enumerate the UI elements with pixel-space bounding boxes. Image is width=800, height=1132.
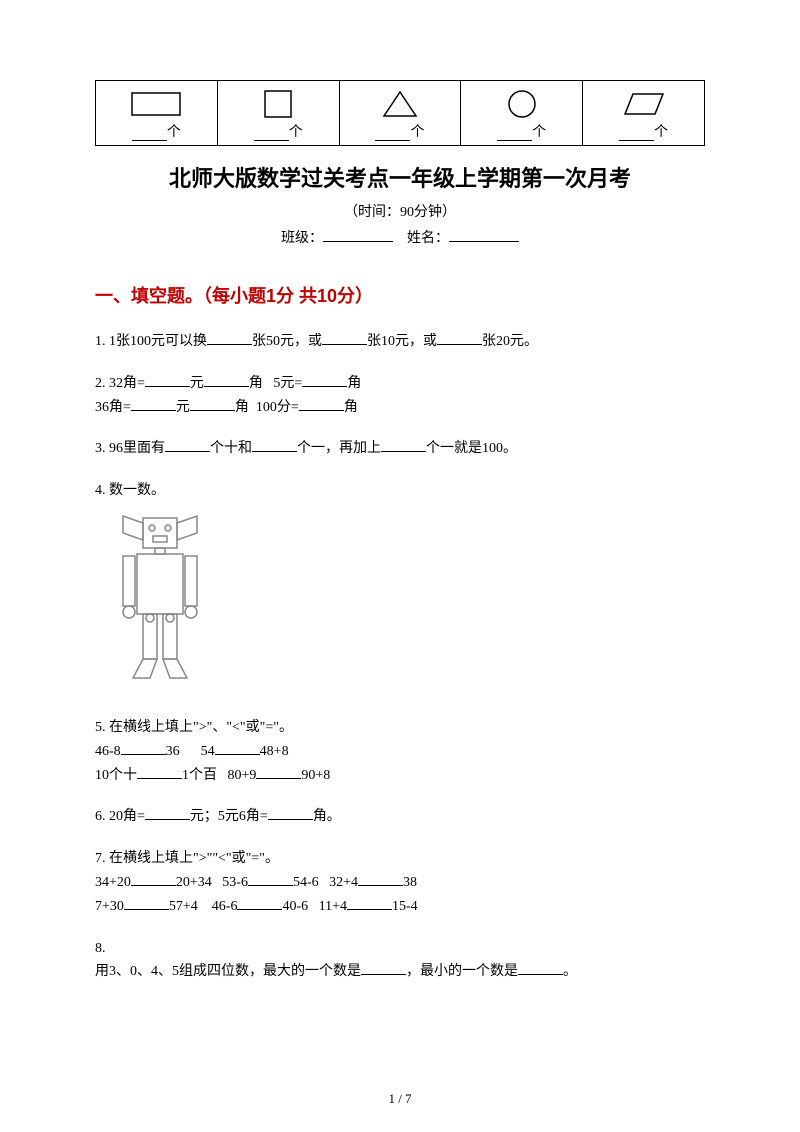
question-1: 1. 1张100元可以换 张50元，或 张10元，或 张20元。 [95,330,705,354]
q5-num: 5. [95,720,106,735]
q7-num: 7. [95,851,106,866]
class-label: 班级： [281,231,323,246]
q6-num: 6. [95,809,106,824]
triangle-cell: 个 [339,81,461,146]
square-icon [222,89,335,119]
q6-p3: 角。 [313,809,341,824]
shape-count-table: 个 个 个 个 个 [95,80,705,146]
q2-l1b: 元 [190,376,204,391]
q7-l2b: 57+4 46-6 [169,899,238,914]
q3-p1: 96里面有 [109,441,165,456]
question-3: 3. 96里面有 个十和 个一，再加上 个一就是100。 [95,437,705,461]
q3-p4: 个一就是100。 [426,441,517,456]
page-number: 1 / 7 [0,1091,800,1107]
q5-intro: 在横线上填上">"、"<"或"="。 [109,720,293,735]
q8-p3: 。 [563,964,577,979]
q2-l2b: 元 [176,400,190,415]
q5-l1c: 48+8 [260,744,289,759]
name-label: 姓名： [407,231,449,246]
robot-figure [95,508,225,698]
rectangle-icon [100,89,213,119]
square-cell: 个 [217,81,339,146]
q4-text: 数一数。 [109,483,165,498]
student-info: 班级： 姓名： [95,227,705,247]
q2-num: 2. [95,376,106,391]
q7-l2a: 7+30 [95,899,124,914]
parallelogram-icon [587,89,700,119]
q8-p1: 用3、0、4、5组成四位数，最大的一个数是 [95,964,361,979]
q2-l2c: 角 100分= [235,400,299,415]
q2-l1c: 角 5元= [249,376,302,391]
triangle-suffix: 个 [410,125,424,140]
q2-l1d: 角 [347,376,361,391]
question-2: 2. 32角=元角 5元=角 36角=元角 100分=角 [95,372,705,420]
q5-l2c: 90+8 [301,768,330,783]
q2-l1a: 32角= [109,376,145,391]
para-suffix: 个 [654,125,668,140]
parallelogram-cell: 个 [583,81,705,146]
section-1-header: 一、填空题。（每小题1分 共10分） [95,282,705,308]
q1-p3: 张10元，或 [367,334,437,349]
q8-num: 8. [95,941,106,956]
q7-l1a: 34+20 [95,875,131,890]
q7-intro: 在横线上填上">""<"或"="。 [109,851,279,866]
q3-p2: 个十和 [210,441,252,456]
circle-icon [465,89,578,119]
q5-l1a: 46-8 [95,744,121,759]
q7-l1c: 54-6 32+4 [293,875,358,890]
circle-suffix: 个 [532,125,546,140]
q3-num: 3. [95,441,106,456]
q5-l2a: 10个十 [95,768,137,783]
duration-label: （时间：90分钟） [95,201,705,221]
q1-p4: 张20元。 [482,334,538,349]
q3-p3: 个一，再加上 [297,441,381,456]
q1-p1: 1张100元可以换 [109,334,207,349]
q7-l2d: 15-4 [392,899,418,914]
q6-p2: 元；5元6角= [190,809,268,824]
square-suffix: 个 [289,125,303,140]
q6-p1: 20角= [109,809,145,824]
q4-num: 4. [95,483,106,498]
question-6: 6. 20角= 元；5元6角= 角。 [95,805,705,829]
q2-l2d: 角 [344,400,358,415]
question-8: 8. 用3、0、4、5组成四位数，最大的一个数是 ，最小的一个数是 。 [95,937,705,985]
q1-p2: 张50元，或 [252,334,322,349]
question-7: 7. 在横线上填上">""<"或"="。 34+20 20+34 53-6 54-6… [95,847,705,918]
q5-l1b: 36 54 [166,744,215,759]
question-5: 5. 在横线上填上">"、"<"或"="。 46-8 36 54 48+8 10个十… [95,716,705,787]
rect-cell: 个 [96,81,218,146]
q8-p2: ，最小的一个数是 [406,964,518,979]
q1-num: 1. [95,334,106,349]
q7-l2c: 40-6 11+4 [282,899,347,914]
triangle-icon [344,89,457,119]
q7-l1b: 20+34 53-6 [176,875,248,890]
q5-l2b: 1个百 80+9 [182,768,256,783]
circle-cell: 个 [461,81,583,146]
q7-l1d: 38 [403,875,417,890]
page-title: 北师大版数学过关考点一年级上学期第一次月考 [95,161,705,193]
rect-suffix: 个 [167,125,181,140]
question-4: 4. 数一数。 [95,479,705,698]
q2-l2a: 36角= [95,400,131,415]
